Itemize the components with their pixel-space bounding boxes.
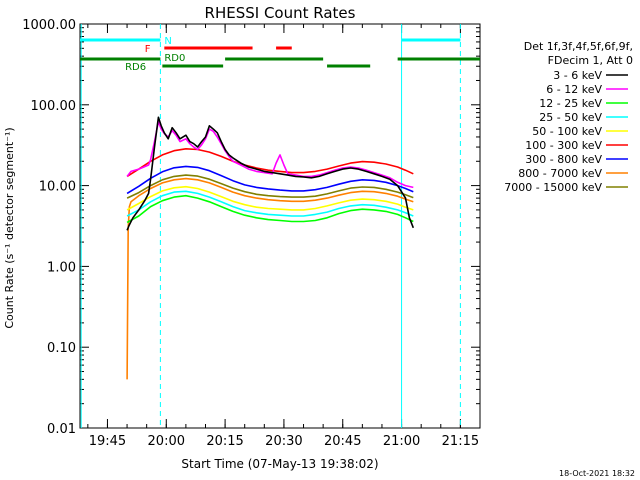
legend-label: 50 - 100 keV (532, 125, 602, 138)
y-axis-label: Count Rate (s⁻¹ detector segment⁻¹) (3, 127, 16, 328)
status-label-rd6: RD6 (125, 62, 146, 73)
x-tick-label: 20:30 (265, 434, 302, 449)
y-tick-label: 100.00 (31, 99, 77, 114)
y-tick-label: 1000.00 (22, 18, 76, 33)
x-tick-label: 20:45 (324, 434, 361, 449)
series-line-3-6-kev (126, 116, 415, 231)
legend-label: 25 - 50 keV (539, 111, 602, 124)
legend-label: 7000 - 15000 keV (504, 181, 602, 194)
x-tick-label: 21:00 (383, 434, 420, 449)
x-tick-label: 20:00 (148, 434, 185, 449)
x-tick-label: 19:45 (89, 434, 126, 449)
legend-label: 6 - 12 keV (546, 83, 602, 96)
legend-label: 300 - 800 keV (525, 153, 602, 166)
legend-label: 3 - 6 keV (553, 69, 602, 82)
y-tick-label: 0.01 (47, 422, 76, 437)
series-line-25-50-kev (126, 190, 414, 217)
series-line-800-7000-kev (126, 177, 414, 380)
x-axis-label: Start Time (07-May-13 19:38:02) (181, 457, 378, 471)
footer-date: 18-Oct-2021 18:32 (559, 469, 635, 478)
series-line-50-100-kev (126, 185, 414, 211)
y-tick-label: 0.10 (47, 341, 76, 356)
legend-header-line-1: Det 1f,3f,4f,5f,6f,9f, (524, 40, 633, 53)
status-label-flare: F (145, 44, 151, 55)
y-tick-label: 10.00 (39, 180, 76, 195)
plot-frame (79, 23, 481, 429)
series-line-12-25-kev (126, 194, 414, 224)
status-label-rd0: RD0 (164, 53, 185, 64)
chart-title: RHESSI Count Rates (205, 4, 356, 22)
status-label-night: N (164, 36, 171, 47)
x-tick-label: 20:15 (206, 434, 243, 449)
series-line-300-800-kev (126, 165, 414, 195)
series-line-7000-15000-kev (126, 174, 414, 199)
y-tick-label: 1.00 (47, 260, 76, 275)
x-tick-label: 21:15 (442, 434, 479, 449)
legend-label: 100 - 300 keV (525, 139, 602, 152)
legend-label: 800 - 7000 keV (518, 167, 602, 180)
legend-label: 12 - 25 keV (539, 97, 602, 110)
legend-header-line-2: FDecim 1, Att 0 (548, 54, 633, 67)
